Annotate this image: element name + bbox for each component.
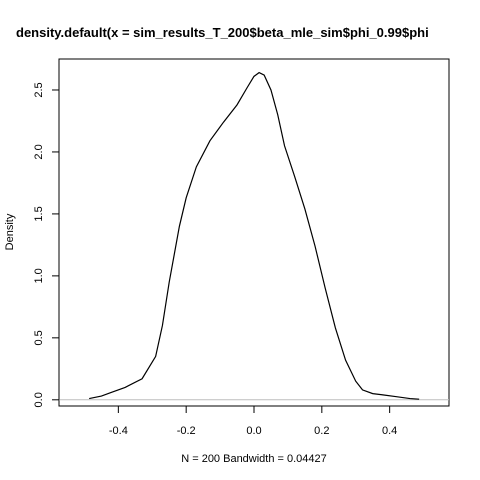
y-tick-label: 0.5	[33, 330, 45, 345]
y-axis-label: Density	[4, 213, 16, 250]
y-tick-label: 1.5	[33, 206, 45, 221]
chart-title: density.default(x = sim_results_T_200$be…	[16, 25, 429, 40]
x-tick-label: 0.2	[314, 425, 329, 437]
x-tick-label: 0.4	[382, 425, 397, 437]
y-tick-label: 2.5	[33, 82, 45, 97]
y-tick-label: 0.0	[33, 392, 45, 407]
x-axis-label: N = 200 Bandwidth = 0.04427	[181, 453, 327, 465]
y-axis: 0.0 0.5 1.0 1.5 2.0 2.5	[33, 82, 60, 407]
y-tick-label: 1.0	[33, 268, 45, 283]
plot-frame	[58, 58, 450, 407]
x-tick-label: -0.2	[177, 425, 196, 437]
y-tick-label: 2.0	[33, 144, 45, 159]
x-axis: -0.4 -0.2 0.0 0.2 0.4	[109, 405, 397, 437]
x-tick-label: 0.0	[246, 425, 261, 437]
density-curve	[89, 71, 420, 400]
x-tick-label: -0.4	[109, 425, 128, 437]
